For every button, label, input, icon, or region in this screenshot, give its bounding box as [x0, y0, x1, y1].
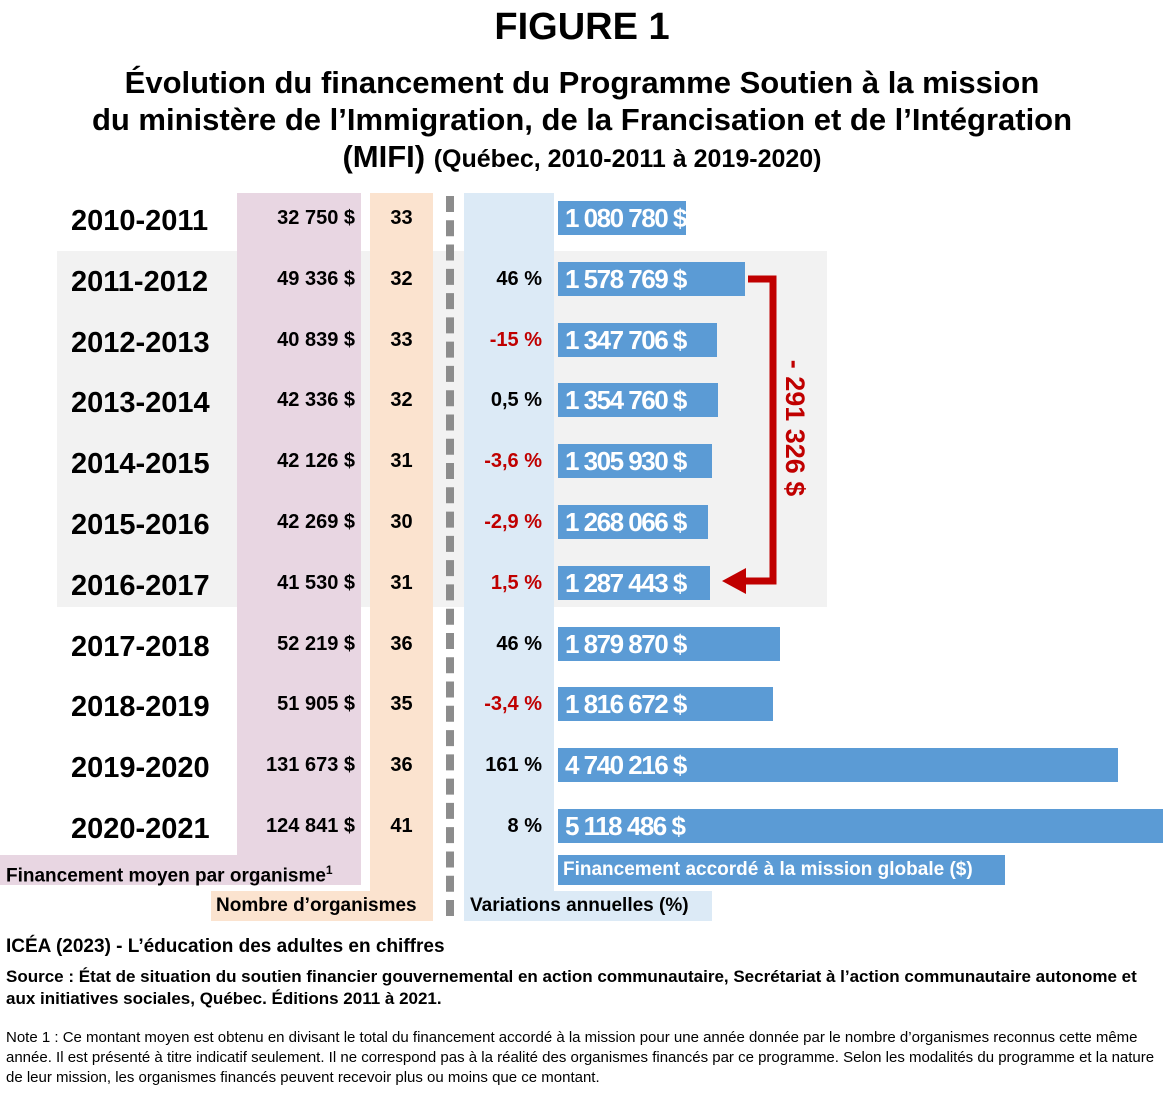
column-divider — [446, 196, 454, 916]
org-count-value: 36 — [390, 632, 413, 655]
funding-bar: 1 305 930 $ — [558, 444, 712, 479]
funding-bar-label: 1 816 672 $ — [565, 689, 687, 720]
variation-value: -2,9 % — [484, 511, 542, 533]
org-count-value: 31 — [390, 450, 413, 473]
funding-bar: 1 578 769 $ — [558, 261, 745, 296]
footnote-marker: 1 — [325, 863, 333, 877]
avg-funding-value: 41 530 $ — [277, 571, 355, 594]
variation-value: 8 % — [507, 815, 542, 837]
decrease-arrow-label: - 291 326 $ — [780, 360, 810, 497]
avg-funding-value: 131 673 $ — [266, 754, 355, 777]
avg-funding-value: 42 269 $ — [277, 511, 355, 533]
year-label: 2015-2016 — [71, 509, 210, 541]
year-label: 2013-2014 — [71, 387, 210, 420]
year-label: 2011-2012 — [71, 265, 209, 298]
year-label: 2020-2021 — [71, 813, 210, 845]
org-count-value: 36 — [390, 754, 413, 777]
funding-bar: 1 816 672 $ — [558, 687, 773, 722]
variation-value: -3,6 % — [484, 450, 542, 473]
funding-bar: 5 118 486 $ — [558, 809, 1163, 843]
global-funding-label: Financement accordé à la mission globale… — [563, 859, 973, 880]
org-count-value: 41 — [390, 815, 413, 837]
year-label: 2016-2017 — [71, 569, 210, 602]
avg-funding-value: 52 219 $ — [277, 632, 355, 655]
org-count-column — [370, 193, 433, 921]
variation-value: -3,4 % — [484, 693, 542, 716]
variation-value: 1,5 % — [490, 571, 542, 594]
avg-funding-value: 40 839 $ — [277, 328, 355, 351]
source-line: Source : État de situation du soutien fi… — [6, 967, 1137, 1008]
org-count-value: 30 — [390, 511, 413, 533]
decrease-arrow-line — [744, 275, 777, 585]
org-count-value: 35 — [390, 693, 413, 716]
title-line-2: du ministère de l’Immigration, de la Fra… — [91, 102, 1073, 137]
org-count-label: Nombre d’organismes — [216, 895, 417, 916]
variation-value: 161 % — [485, 754, 542, 777]
avg-funding-value: 124 841 $ — [266, 815, 355, 837]
funding-bar: 1 287 443 $ — [558, 565, 710, 600]
avg-funding-value: 42 336 $ — [277, 389, 355, 412]
avg-funding-value: 32 750 $ — [277, 207, 355, 229]
funding-bar: 1 879 870 $ — [558, 626, 780, 661]
chart-title: Évolution du financement du Programme So… — [0, 64, 1164, 178]
org-count-header: Nombre d’organismes — [211, 891, 433, 921]
funding-bar: 1 268 066 $ — [558, 505, 708, 539]
variation-column — [464, 193, 554, 921]
funding-bar-label: 1 879 870 $ — [565, 628, 687, 659]
funding-bar-label: 1 354 760 $ — [565, 385, 687, 416]
title-line-1: Évolution du financement du Programme So… — [124, 65, 1040, 100]
title-line-3-main: (MIFI) — [342, 139, 426, 174]
funding-bar: 1 080 780 $ — [558, 201, 687, 235]
global-funding-header: Financement accordé à la mission globale… — [558, 855, 1005, 885]
avg-funding-value: 49 336 $ — [277, 267, 355, 290]
year-label: 2010-2011 — [71, 205, 209, 237]
footnote: Note 1 : Ce montant moyen est obtenu en … — [6, 1029, 1155, 1086]
funding-bar: 1 347 706 $ — [558, 322, 717, 357]
funding-bar-label: 1 305 930 $ — [565, 446, 687, 477]
funding-bar-label: 1 578 769 $ — [565, 263, 687, 294]
avg-funding-label: Financement moyen par organisme — [6, 865, 326, 887]
funding-bar-label: 5 118 486 $ — [565, 811, 686, 841]
funding-bar-label: 1 287 443 $ — [565, 567, 687, 598]
funding-bar-label: 1 347 706 $ — [565, 324, 687, 355]
decrease-arrow-head — [722, 568, 746, 594]
variation-header: Variations annuelles (%) — [464, 891, 712, 921]
org-count-value: 33 — [390, 328, 413, 351]
funding-bar-label: 4 740 216 $ — [565, 750, 687, 781]
year-label: 2014-2015 — [71, 448, 210, 481]
year-label: 2018-2019 — [71, 691, 210, 724]
avg-funding-value: 42 126 $ — [277, 450, 355, 473]
org-count-value: 33 — [390, 207, 413, 229]
variation-label: Variations annuelles (%) — [470, 895, 689, 916]
avg-funding-value: 51 905 $ — [277, 693, 355, 716]
credit-line: ICÉA (2023) - L’éducation des adultes en… — [6, 936, 445, 957]
year-label: 2019-2020 — [71, 752, 210, 785]
title-line-3-sub: (Québec, 2010-2011 à 2019-2020) — [433, 145, 822, 173]
variation-value: 46 % — [496, 632, 542, 655]
variation-value: -15 % — [489, 328, 542, 351]
funding-bar-label: 1 080 780 $ — [565, 203, 687, 233]
org-count-value: 31 — [390, 571, 413, 594]
year-label: 2012-2013 — [71, 326, 210, 359]
year-label: 2017-2018 — [71, 630, 210, 663]
title-line-3: (MIFI) (Québec, 2010-2011 à 2019-2020) — [0, 138, 1164, 178]
figure-label: FIGURE 1 — [494, 6, 670, 48]
org-count-value: 32 — [390, 267, 413, 290]
avg-funding-column — [237, 193, 361, 885]
funding-bar: 4 740 216 $ — [558, 748, 1118, 783]
highlight-band — [57, 251, 827, 607]
variation-value: 46 % — [496, 267, 542, 290]
avg-funding-header: Financement moyen par organisme1 — [0, 855, 361, 887]
variation-value: 0,5 % — [490, 389, 542, 412]
org-count-value: 32 — [390, 389, 413, 412]
funding-bar-label: 1 268 066 $ — [565, 507, 687, 537]
funding-bar: 1 354 760 $ — [558, 383, 718, 418]
